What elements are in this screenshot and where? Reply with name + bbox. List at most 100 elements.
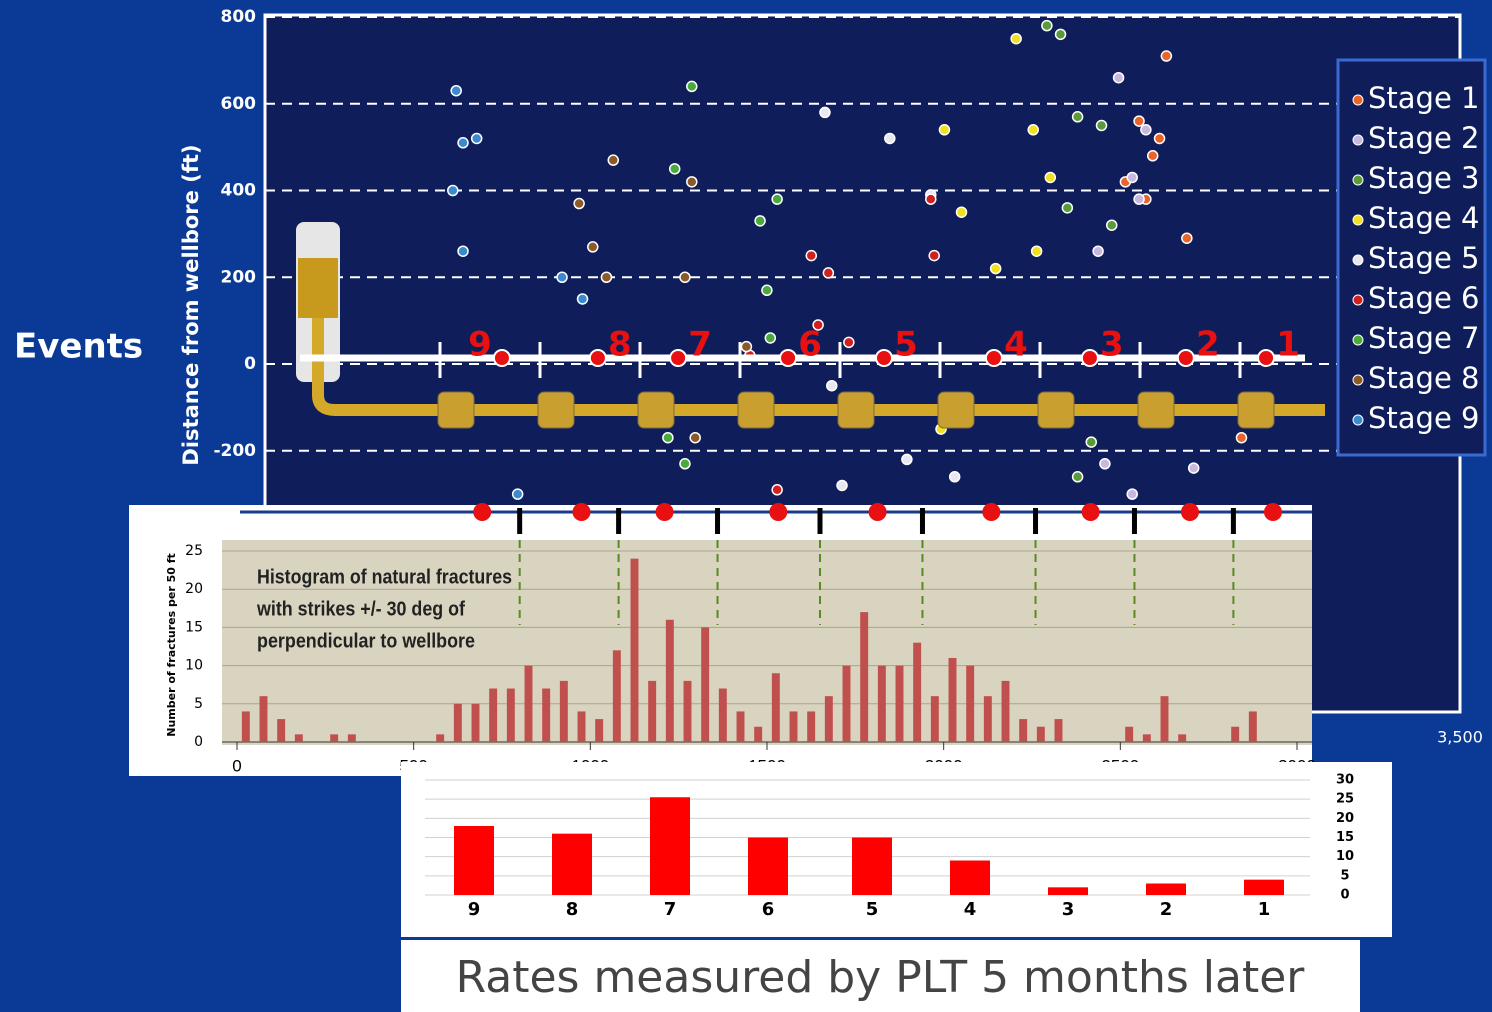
x-tick-label: 3 <box>1062 899 1075 920</box>
stage-marker <box>494 350 510 366</box>
x-tick-label: 8 <box>566 899 579 920</box>
panel <box>401 762 1392 937</box>
y-tick-label: 5 <box>194 696 203 712</box>
stage-label: 8 <box>608 325 632 365</box>
bar <box>843 666 851 742</box>
bar <box>1231 727 1239 742</box>
legend-swatch <box>1353 215 1363 225</box>
point <box>1062 203 1072 213</box>
bar <box>578 711 586 742</box>
point <box>939 125 949 135</box>
stage-marker <box>876 350 892 366</box>
point <box>806 251 816 261</box>
point <box>1093 246 1103 256</box>
point <box>1042 21 1052 31</box>
x-tick-label: 7 <box>664 899 677 920</box>
strip-marker <box>769 503 787 521</box>
point <box>950 472 960 482</box>
histogram-chart: 0510152025050010001500200025003000Number… <box>129 503 1316 776</box>
bar <box>1249 711 1257 742</box>
packer <box>838 392 874 428</box>
bar <box>701 627 709 742</box>
strip-marker <box>982 503 1000 521</box>
stage-label: 9 <box>468 325 492 365</box>
strip-marker <box>1181 503 1199 521</box>
legend-swatch <box>1353 415 1363 425</box>
point <box>601 272 611 282</box>
legend-swatch <box>1353 135 1363 145</box>
bar <box>949 658 957 742</box>
point <box>588 242 598 252</box>
packer <box>438 392 474 428</box>
slide: Events 8006004002000-2003,500Distance fr… <box>0 0 1492 1012</box>
legend-label: Stage 1 <box>1368 81 1479 115</box>
point <box>578 294 588 304</box>
page: Events 8006004002000-2003,500Distance fr… <box>0 0 1492 1012</box>
strip-marker <box>1264 503 1282 521</box>
point <box>1141 125 1151 135</box>
bar <box>852 838 892 896</box>
point <box>991 264 1001 274</box>
packer <box>1038 392 1074 428</box>
point <box>1182 233 1192 243</box>
bar <box>754 727 762 742</box>
point <box>1134 116 1144 126</box>
caption: Rates measured by PLT 5 months later <box>456 952 1306 1003</box>
point <box>1028 125 1038 135</box>
bar <box>860 612 868 742</box>
point <box>755 216 765 226</box>
point <box>902 454 912 464</box>
point <box>929 251 939 261</box>
annotation: with strikes +/- 30 deg of <box>256 598 465 620</box>
bar <box>966 666 974 742</box>
point <box>885 133 895 143</box>
point <box>926 194 936 204</box>
point <box>1161 51 1171 61</box>
stage-marker <box>1258 350 1274 366</box>
y-tick-label: 800 <box>221 7 257 27</box>
bar <box>684 681 692 742</box>
packer <box>1238 392 1274 428</box>
legend-label: Stage 5 <box>1368 241 1479 275</box>
y-tick-label: 25 <box>1336 792 1354 807</box>
packer <box>938 392 974 428</box>
bar <box>595 719 603 742</box>
packer <box>738 392 774 428</box>
bar <box>719 689 727 742</box>
bar <box>560 681 568 742</box>
point <box>1148 151 1158 161</box>
point <box>844 337 854 347</box>
x-tick-label: 9 <box>468 899 481 920</box>
legend-swatch <box>1353 335 1363 345</box>
point <box>772 194 782 204</box>
bar <box>454 826 494 895</box>
point <box>687 177 697 187</box>
legend-label: Stage 2 <box>1368 121 1479 155</box>
rate-chart: 051015202530987654321Rates measured by P… <box>401 762 1392 1012</box>
packer <box>1138 392 1174 428</box>
stage-label: 2 <box>1196 325 1220 365</box>
bar <box>825 696 833 742</box>
y-tick-label: 20 <box>185 581 203 597</box>
x-tick-label: 0 <box>232 756 241 775</box>
y-tick-label: -200 <box>213 441 256 461</box>
bar <box>1037 727 1045 742</box>
bar <box>330 734 338 742</box>
bar <box>772 673 780 742</box>
bar <box>542 689 550 742</box>
legend-label: Stage 3 <box>1368 161 1479 195</box>
y-tick-label: 0 <box>244 354 256 374</box>
point <box>1155 133 1165 143</box>
y-tick-label: 15 <box>1336 830 1354 845</box>
strip-marker <box>656 503 674 521</box>
legend-label: Stage 6 <box>1368 281 1479 315</box>
legend-label: Stage 9 <box>1368 401 1479 435</box>
bar <box>1178 734 1186 742</box>
stage-marker <box>1178 350 1194 366</box>
point <box>765 333 775 343</box>
bar <box>507 689 515 742</box>
bar <box>913 643 921 742</box>
y-tick-label: 600 <box>221 94 257 114</box>
y-axis-label: Distance from wellbore (ft) <box>179 144 203 465</box>
